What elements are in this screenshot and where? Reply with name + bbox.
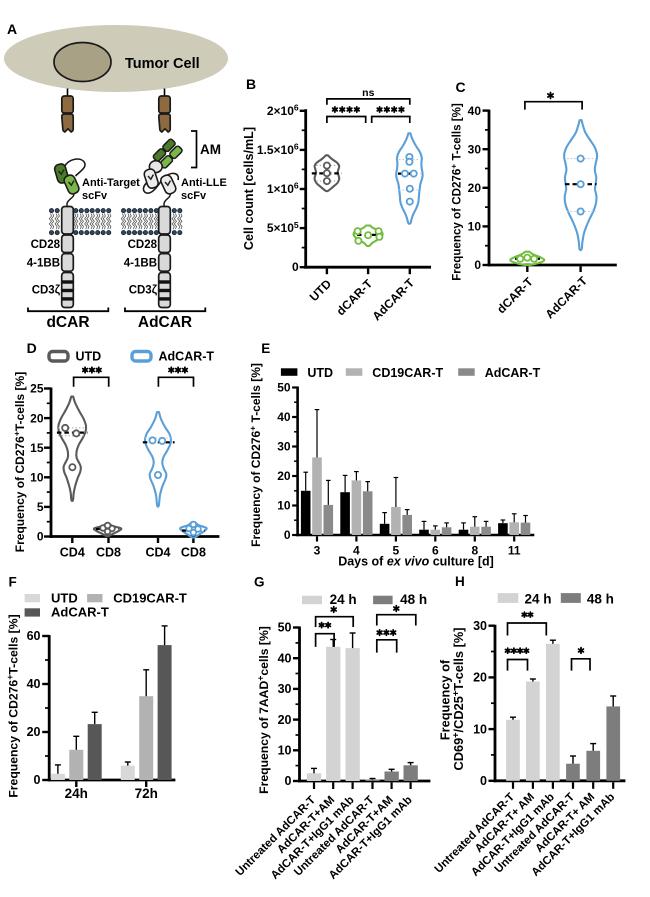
svg-text:10: 10 (473, 722, 487, 736)
svg-text:CD28: CD28 (31, 239, 61, 251)
svg-text:B: B (246, 76, 256, 92)
svg-text:6: 6 (432, 544, 439, 558)
svg-text:AdCAR: AdCAR (138, 314, 192, 331)
svg-text:CD19CAR-T: CD19CAR-T (372, 366, 443, 380)
svg-text:40: 40 (278, 651, 292, 665)
svg-text:1×106: 1×106 (267, 181, 299, 196)
svg-text:Frequency of 7AAD+cells [%]: Frequency of 7AAD+cells [%] (256, 626, 271, 794)
svg-text:CD4: CD4 (145, 546, 170, 560)
svg-text:Frequency of: Frequency of (438, 659, 453, 740)
svg-text:20: 20 (278, 713, 292, 727)
svg-text:4: 4 (353, 544, 360, 558)
svg-text:Days of ex vivo culture [d]: Days of ex vivo culture [d] (338, 555, 494, 569)
svg-text:G: G (254, 575, 265, 590)
svg-text:8: 8 (471, 544, 478, 558)
svg-text:Tumor Cell: Tumor Cell (125, 56, 200, 72)
svg-text:Frequency of CD276+ T-cells [%: Frequency of CD276+ T-cells [%] (448, 103, 463, 281)
svg-text:5×105: 5×105 (267, 220, 299, 235)
svg-text:C: C (456, 79, 466, 95)
svg-text:40: 40 (277, 410, 291, 424)
svg-text:D: D (27, 340, 37, 356)
svg-text:Anti-Target: Anti-Target (82, 177, 140, 189)
svg-text:15: 15 (30, 441, 44, 455)
svg-text:1.5×106: 1.5×106 (257, 142, 299, 157)
svg-text:24h: 24h (65, 786, 88, 801)
svg-text:30: 30 (468, 142, 482, 156)
svg-text:scFv: scFv (181, 190, 207, 202)
svg-text:20: 20 (27, 725, 41, 739)
svg-text:4-1BB: 4-1BB (27, 258, 60, 270)
svg-text:10: 10 (30, 471, 44, 485)
svg-text:UTD: UTD (51, 591, 78, 606)
svg-text:F: F (9, 574, 17, 589)
svg-text:0: 0 (284, 528, 291, 542)
svg-text:CD3ζ: CD3ζ (129, 285, 158, 297)
svg-text:CD19CAR-T: CD19CAR-T (113, 591, 187, 606)
svg-text:CD4: CD4 (60, 546, 85, 560)
svg-text:H: H (455, 574, 465, 589)
svg-text:50: 50 (278, 621, 292, 635)
svg-text:10: 10 (468, 220, 482, 234)
svg-text:30: 30 (278, 682, 292, 696)
svg-text:10: 10 (278, 744, 292, 758)
svg-text:24 h: 24 h (525, 592, 552, 607)
svg-text:CD69+/CD25+T-cells [%]: CD69+/CD25+T-cells [%] (450, 627, 466, 770)
svg-text:AdCAR-T: AdCAR-T (159, 349, 215, 363)
svg-text:CD8: CD8 (96, 546, 121, 560)
svg-text:A: A (7, 21, 17, 37)
svg-text:UTD: UTD (307, 366, 333, 380)
svg-text:48 h: 48 h (587, 592, 614, 607)
svg-text:20: 20 (468, 181, 482, 195)
svg-text:5: 5 (37, 500, 44, 514)
svg-text:AdCAR-T: AdCAR-T (485, 366, 541, 380)
svg-text:0: 0 (292, 260, 299, 274)
svg-text:30: 30 (473, 619, 487, 633)
svg-text:0: 0 (480, 774, 487, 788)
svg-text:20: 20 (30, 411, 44, 425)
svg-text:Frequency of CD276+T-cells [%]: Frequency of CD276+T-cells [%] (5, 614, 20, 797)
svg-text:CD28: CD28 (128, 239, 158, 251)
svg-text:40: 40 (468, 104, 482, 118)
svg-text:10: 10 (277, 499, 291, 513)
svg-text:40: 40 (27, 677, 41, 691)
svg-text:4-1BB: 4-1BB (124, 258, 157, 270)
svg-text:48 h: 48 h (400, 592, 427, 607)
svg-text:AM: AM (200, 142, 221, 157)
svg-text:24 h: 24 h (330, 592, 357, 607)
svg-text:Anti-LLE: Anti-LLE (181, 177, 227, 189)
svg-text:25: 25 (30, 382, 44, 396)
svg-text:Cell count [cells/mL]: Cell count [cells/mL] (242, 127, 256, 250)
svg-text:scFv: scFv (82, 190, 108, 202)
svg-text:11: 11 (508, 544, 521, 558)
svg-text:3: 3 (314, 544, 321, 558)
svg-text:E: E (261, 341, 270, 356)
svg-text:0: 0 (34, 773, 41, 787)
svg-text:30: 30 (277, 440, 291, 454)
svg-text:Frequency of CD276+ T-cells [%: Frequency of CD276+ T-cells [%] (248, 363, 263, 547)
svg-text:ns: ns (362, 87, 374, 99)
svg-text:UTD: UTD (76, 349, 102, 363)
svg-text:Frequency of CD276+T-cells [%]: Frequency of CD276+T-cells [%] (12, 372, 27, 552)
svg-text:2×106: 2×106 (267, 103, 299, 118)
svg-text:0: 0 (285, 774, 292, 788)
svg-text:72h: 72h (135, 786, 158, 801)
svg-text:20: 20 (473, 671, 487, 685)
svg-text:20: 20 (277, 469, 291, 483)
svg-text:5: 5 (393, 544, 400, 558)
svg-text:0: 0 (37, 530, 44, 544)
svg-text:CD8: CD8 (181, 546, 206, 560)
svg-text:dCAR: dCAR (46, 314, 89, 331)
svg-text:CD3ζ: CD3ζ (32, 285, 61, 297)
svg-text:60: 60 (27, 629, 41, 643)
svg-text:50: 50 (277, 381, 291, 395)
svg-text:AdCAR-T: AdCAR-T (51, 605, 109, 620)
svg-text:0: 0 (474, 258, 481, 272)
